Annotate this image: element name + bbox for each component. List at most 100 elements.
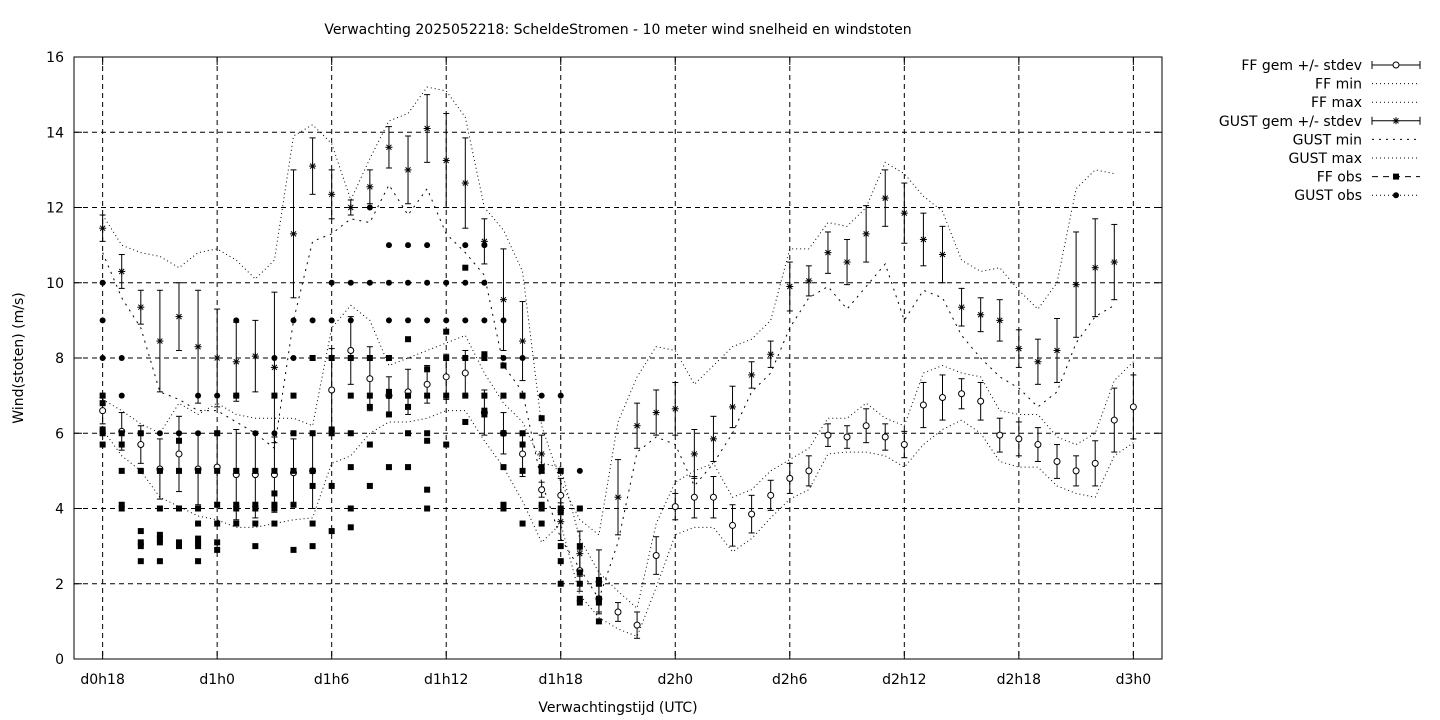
gust-obs-point (424, 279, 431, 286)
gust-obs-point (137, 430, 144, 437)
legend-sample-gust-obs (1372, 192, 1420, 199)
gust-max-line (102, 86, 1115, 536)
ff-obs-point (595, 580, 602, 587)
gust-obs-point (443, 317, 450, 324)
ff-mean-point (1053, 457, 1061, 465)
ff-obs-point (309, 520, 316, 527)
ff-obs-point (424, 430, 431, 437)
ff-mean-point (709, 493, 717, 501)
ff-obs-point (443, 328, 450, 335)
ff-obs-point (443, 441, 450, 448)
ff-obs-point (385, 355, 392, 361)
ff-obs-point (347, 524, 354, 531)
gust-mean-point (232, 358, 240, 366)
gust-mean-point (881, 194, 889, 202)
ff-mean-point (366, 375, 374, 383)
ff-obs-point (385, 388, 392, 395)
legend: FF gem +/- stdev FF min FF max GUST gem +/-… (1219, 58, 1421, 204)
gust-mean-point (442, 156, 450, 164)
gust-obs-point (576, 467, 583, 474)
gust-mean-point (347, 204, 355, 211)
ff-obs-point (99, 426, 106, 433)
ff-obs-point (462, 418, 469, 425)
gust-obs-point (290, 317, 297, 324)
x-tick-label: d0h18 (80, 672, 124, 688)
gust-mean-point (538, 450, 546, 458)
ff-obs-point (309, 543, 316, 550)
ff-mean-point (690, 493, 698, 501)
gust-obs-point (195, 392, 202, 399)
gust-obs-point (175, 430, 182, 437)
ff-mean-point (786, 474, 794, 482)
ff-obs-point (595, 618, 602, 625)
gust-obs-point (347, 317, 354, 324)
gust-obs-point (118, 392, 125, 399)
gust-obs-point (328, 317, 335, 324)
ff-mean-point (1034, 441, 1042, 449)
gust-obs-point (118, 355, 125, 361)
ff-obs-point (538, 505, 545, 512)
gust-obs-point (405, 317, 412, 324)
ff-obs-point (557, 558, 564, 565)
ff-mean-point (328, 386, 336, 394)
ff-obs-point (271, 520, 278, 527)
ff-obs-point (576, 580, 583, 587)
legend-sample-gust-mean (1371, 116, 1421, 125)
ff-obs-point (271, 490, 278, 497)
ff-mean-point (652, 552, 660, 560)
ff-obs-point (309, 430, 316, 437)
gust-mean-point (118, 267, 126, 275)
ff-obs-point (328, 426, 335, 433)
ff-mean-point (996, 431, 1004, 439)
ff-obs-point (576, 543, 583, 550)
gust-mean-point (1053, 346, 1061, 354)
ff-obs-point (214, 546, 221, 553)
gust-mean-point (385, 143, 393, 151)
gust-obs-point (99, 279, 106, 286)
ff-obs-point (271, 392, 278, 399)
ff-obs-point (156, 539, 163, 546)
gust-mean-point (251, 352, 259, 360)
gust-obs-point (156, 467, 163, 474)
ff-obs-point (195, 505, 202, 512)
ff-obs-point (366, 403, 373, 410)
gust-obs-point (366, 204, 373, 211)
ff-obs-point (175, 543, 182, 550)
ff-obs-point (519, 441, 526, 448)
ff-obs-point (252, 520, 259, 527)
ff-obs-point (214, 501, 221, 508)
ff-obs-point (462, 264, 469, 271)
ff-mean-point (557, 491, 565, 499)
ff-obs-point (309, 467, 316, 474)
ff-mean-point (1129, 403, 1137, 411)
ff-obs-point (328, 528, 335, 535)
ff-obs-point (500, 501, 507, 508)
gust-obs-point (156, 430, 163, 437)
x-tick-label: d1h0 (199, 672, 235, 688)
gust-mean-point (99, 224, 107, 232)
ff-max-line (102, 304, 1134, 610)
gust-mean-point (137, 303, 145, 311)
gust-obs-point (462, 242, 469, 249)
ff-obs-point (99, 430, 106, 437)
gust-mean-point (557, 518, 565, 526)
ff-obs-point (156, 531, 163, 538)
ff-obs-point (557, 467, 564, 474)
gust-obs-point (443, 279, 450, 286)
gust-obs-point (405, 279, 412, 286)
ff-mean-point (767, 491, 775, 499)
x-tick-label: d2h0 (657, 672, 693, 688)
ff-obs-point (252, 543, 259, 550)
ff-obs-point (424, 486, 431, 493)
y-tick-label: 10 (46, 276, 64, 292)
gust-mean-point (366, 183, 374, 191)
ff-obs-point (576, 569, 583, 576)
ff-mean-point (958, 390, 966, 398)
legend-label-gust-max: GUST max (1289, 151, 1363, 167)
ff-mean-point (729, 521, 737, 529)
legend-sample-ff-mean (1371, 61, 1421, 69)
gust-obs-point (405, 242, 412, 249)
ff-mean-point (977, 397, 985, 405)
ff-mean-point (1091, 459, 1099, 467)
x-tick-label: d1h12 (424, 672, 468, 688)
